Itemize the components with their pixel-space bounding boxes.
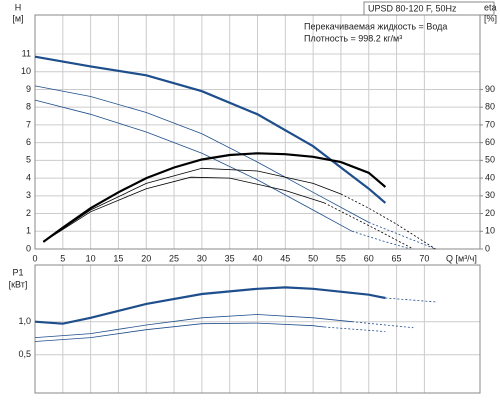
curve	[34, 55, 387, 204]
y2-tick-label: 60	[485, 137, 495, 147]
x-tick-label: 0	[32, 253, 37, 263]
annotation: Перекачиваемая жидкость = Вода	[304, 21, 447, 31]
y2-tick-label: 30	[485, 190, 495, 200]
x-tick-label: 40	[252, 253, 262, 263]
annotation: Плотность = 998.2 кг/м³	[304, 33, 402, 43]
x-tick-label: 15	[113, 253, 123, 263]
y-tick-label: 3	[26, 190, 31, 200]
y-axis-label: H	[15, 2, 22, 12]
curve	[34, 85, 369, 223]
title: UPSD 80-120 F, 50Hz	[368, 3, 457, 13]
y-tick-label: 9	[26, 84, 31, 94]
x-tick-label: 70	[419, 253, 429, 263]
y2-axis-unit: [%]	[484, 13, 497, 23]
x-tick-label: 65	[392, 253, 402, 263]
y-axis-unit: [кВт]	[9, 279, 28, 289]
y-tick-label: 6	[26, 137, 31, 147]
y-tick-label: 0,5	[18, 349, 31, 359]
y2-tick-label: 80	[485, 102, 495, 112]
x-tick-label: 35	[225, 253, 235, 263]
curve	[34, 322, 325, 342]
y-tick-label: 7	[26, 119, 31, 129]
curve	[368, 222, 436, 250]
y-tick-label: 5	[26, 155, 31, 165]
curve	[34, 314, 353, 338]
x-tick-label: 25	[169, 253, 179, 263]
curve	[351, 230, 411, 250]
y2-tick-label: 40	[485, 172, 495, 182]
y-tick-label: 2	[26, 208, 31, 218]
x-tick-label: 55	[336, 253, 346, 263]
y-tick-label: 8	[26, 102, 31, 112]
x-tick-label: 20	[141, 253, 151, 263]
x-tick-label: 50	[308, 253, 318, 263]
y-tick-label: 10	[21, 66, 31, 76]
y2-tick-label: 90	[485, 84, 495, 94]
y2-tick-label: 10	[485, 226, 495, 236]
y2-tick-label: 20	[485, 208, 495, 218]
y2-axis-label: eta	[484, 2, 497, 12]
y-axis-label: P1	[12, 267, 23, 277]
curve	[324, 326, 386, 332]
curve	[34, 286, 386, 325]
curve	[385, 297, 436, 303]
title-box	[363, 1, 495, 16]
y-axis-unit: [м]	[12, 13, 23, 23]
curve	[324, 202, 414, 250]
curve	[42, 152, 387, 243]
y-tick-label: 11	[22, 48, 31, 58]
x-tick-label: 30	[197, 253, 207, 263]
curve	[352, 321, 414, 329]
x-axis-label: Q [м³/ч]	[446, 253, 477, 263]
curve	[34, 99, 353, 232]
x-tick-label: 10	[86, 253, 96, 263]
y-tick-label: 4	[26, 172, 31, 182]
x-tick-label: 45	[280, 253, 290, 263]
curve	[43, 167, 342, 243]
plot-frame	[34, 14, 481, 250]
plot-frame	[34, 264, 481, 394]
y2-tick-label: 70	[485, 119, 495, 129]
y-tick-label: 0	[26, 243, 31, 253]
curve	[43, 176, 325, 243]
y-tick-label: 1,0	[18, 316, 31, 326]
curve	[340, 193, 436, 250]
x-tick-label: 60	[364, 253, 374, 263]
y2-tick-label: 50	[485, 155, 495, 165]
x-tick-label: 5	[60, 253, 65, 263]
y2-tick-label: 0	[485, 243, 490, 253]
y-tick-label: 1	[26, 226, 31, 236]
